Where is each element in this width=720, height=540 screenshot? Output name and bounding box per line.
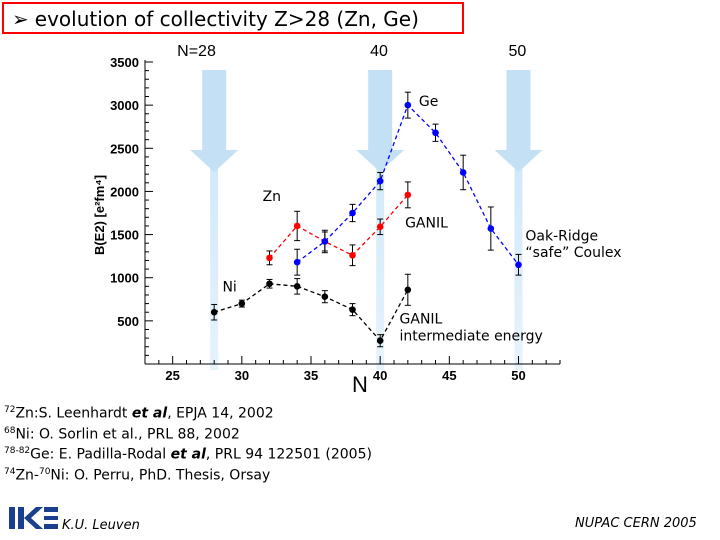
data-point-zn [266,250,273,266]
data-point-ni [238,299,246,308]
marker [349,306,356,313]
marker [404,286,412,294]
y-tick-label: 500 [117,314,139,329]
x-tick-label: 45 [442,368,456,383]
references: 72Zn:S. Leenhardt et al, EPJA 14, 2002 6… [4,402,372,485]
x-axis-title: N [352,372,368,397]
chart-annotation: intermediate energy [400,329,543,345]
magic-arrow-shaft [368,70,393,150]
slide-title: ➢ evolution of collectivity Z>28 (Zn, Ge) [12,7,419,31]
magic-label-N50: 50 [509,43,527,60]
y-tick-label: 2000 [110,184,139,199]
x-tick-label: 35 [304,368,318,383]
data-point-ge [404,91,412,119]
magic-band-bar [514,70,523,370]
marker [210,308,218,316]
data-point-ge [459,154,467,191]
data-point-zn [293,210,301,242]
marker [376,177,384,185]
data-point-ni [349,303,356,317]
chart-annotation: Oak-Ridge [525,229,598,245]
marker [238,300,246,307]
marker [293,283,301,290]
data-point-ni [404,273,412,306]
series-line-ni [214,283,409,342]
magic-band-bar [210,70,219,370]
reference-3: 78-82Ge: E. Padilla-Rodal et al, PRL 94 … [4,446,372,463]
marker [321,238,329,245]
marker [376,223,384,231]
data-point-ge [321,231,329,252]
data-point-ni [293,278,301,295]
chart-annotation: “safe” Coulex [525,245,621,261]
marker [349,251,356,259]
data-point-zn [404,181,412,209]
magic-label-N40: 40 [370,43,388,60]
marker [266,254,273,262]
magic-label-N28: N=28 [177,43,216,60]
data-point-ge [349,203,356,223]
data-point-ni [266,278,273,289]
marker [515,261,522,269]
magic-band-N28 [190,70,239,370]
y-tick-label: 1500 [110,228,139,243]
marker [404,191,412,199]
series-line-zn [269,194,409,259]
data-point-ge [293,248,301,276]
y-axis-title: B(E2) [e²fm⁴] [92,175,107,255]
x-tick-label: 40 [373,368,387,383]
data-point-ni [321,290,329,304]
marker [376,337,384,345]
title-box: ➢ evolution of collectivity Z>28 (Zn, Ge) [2,2,464,34]
magic-band-N50 [494,70,543,370]
reference-4: 74Zn-70Ni: O. Perru, PhD. Thesis, Orsay [4,466,271,484]
x-tick-label: 30 [235,368,249,383]
data-point-ge [432,123,439,142]
marker [293,222,301,230]
chart-annotation: GANIL [405,216,448,232]
data-point-ni [210,303,218,321]
marker [321,293,329,300]
arrow-bullet-icon: ➢ [12,7,29,31]
magic-arrow-head [494,150,543,172]
marker [459,169,467,176]
magic-arrow-shaft [506,70,531,150]
footer-event: NUPAC CERN 2005 [575,516,697,531]
y-tick-label: 3500 [110,55,139,70]
data-point-ge [376,171,384,191]
marker [293,258,301,266]
y-tick-label: 1000 [110,271,139,286]
reference-1: 72Zn:S. Leenhardt et al, EPJA 14, 2002 [4,405,274,422]
marker [487,225,495,232]
x-tick-label: 50 [511,368,525,383]
footer-affiliation: K.U. Leuven [62,518,140,533]
marker [266,280,273,288]
chart-annotation: GANIL [400,311,443,327]
marker [349,209,356,217]
magic-arrow-head [356,150,405,172]
y-tick-label: 2500 [110,141,139,156]
magic-arrow-head [190,150,239,172]
data-point-zn [376,218,384,236]
iks-logo-icon [6,503,60,533]
y-tick-label: 3000 [110,98,139,113]
data-point-zn [349,244,356,267]
data-point-ni [376,334,384,348]
magic-arrow-shaft [202,70,227,150]
data-point-ge [515,253,522,276]
marker [432,129,439,137]
data-point-ge [487,206,495,251]
slide-title-text: evolution of collectivity Z>28 (Zn, Ge) [34,7,419,31]
chart-annotation: Ge [419,94,438,110]
x-tick-label: 25 [165,368,179,383]
chart-annotation: Zn [263,189,281,205]
chart-annotation: Ni [222,280,236,296]
reference-2: 68Ni: O. Sorlin et al., PRL 88, 2002 [4,425,240,443]
marker [404,101,412,109]
